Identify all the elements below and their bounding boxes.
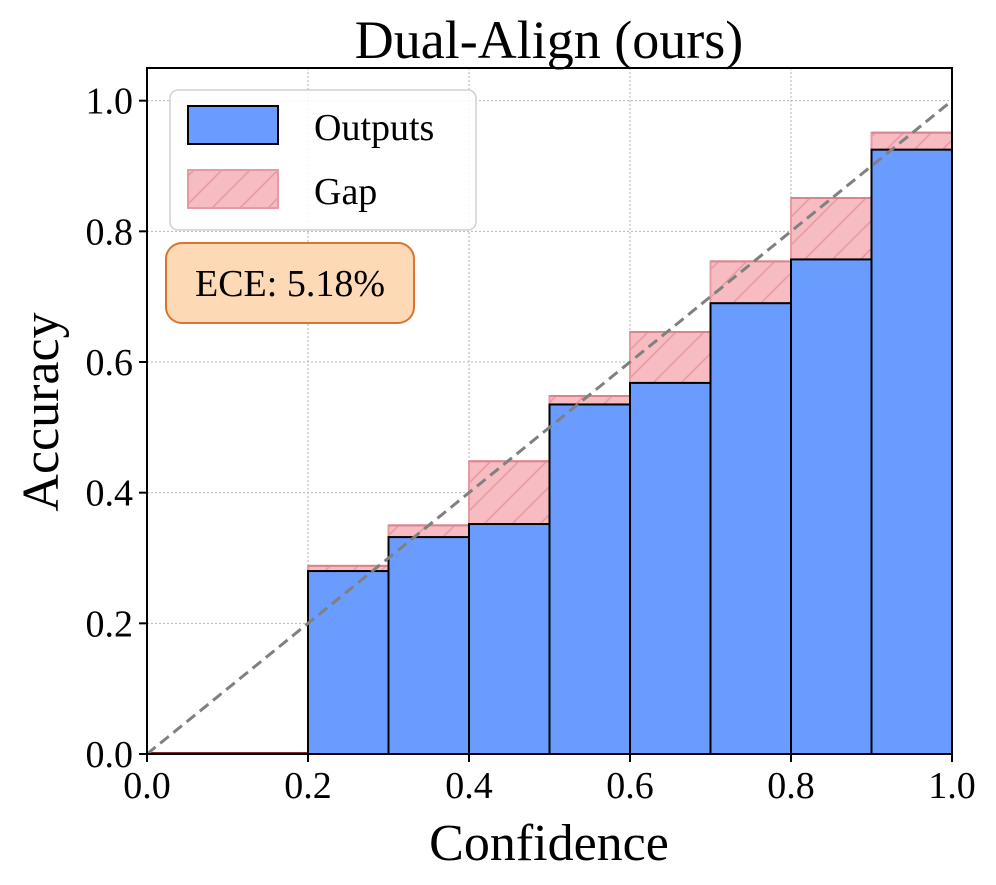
output-bar bbox=[548, 403, 631, 755]
y-axis-label: Accuracy bbox=[13, 312, 70, 511]
legend-gap-swatch bbox=[187, 169, 279, 209]
output-bar bbox=[790, 258, 873, 755]
output-bar bbox=[870, 148, 953, 755]
x-tick-label: 0.8 bbox=[767, 765, 815, 807]
y-ticks: 0.0 0.2 0.4 0.6 0.8 1.0 bbox=[86, 81, 147, 776]
output-bar bbox=[629, 381, 712, 755]
x-tick-label: 0.6 bbox=[606, 765, 654, 807]
x-tick-label: 0.4 bbox=[445, 765, 493, 807]
gap-bar bbox=[709, 260, 792, 305]
y-tick-label: 0.2 bbox=[86, 603, 134, 645]
y-tick-label: 0.4 bbox=[86, 473, 134, 515]
output-bars bbox=[147, 148, 953, 755]
plot-frame bbox=[146, 67, 953, 755]
output-bar bbox=[709, 302, 792, 755]
output-bar bbox=[468, 523, 551, 755]
output-bar bbox=[307, 570, 390, 755]
y-tick-label: 1.0 bbox=[86, 81, 134, 123]
gap-bar bbox=[629, 330, 712, 384]
gap-bar bbox=[870, 131, 953, 151]
perfect-calibration-line bbox=[146, 99, 953, 756]
gap-bar bbox=[790, 197, 873, 261]
gap-bar bbox=[548, 394, 631, 406]
x-tick-label: 1.0 bbox=[928, 765, 976, 807]
legend: Outputs Gap bbox=[169, 89, 477, 231]
x-ticks: 0.0 0.2 0.4 0.6 0.8 1.0 bbox=[123, 754, 976, 807]
x-axis-label: Confidence bbox=[429, 815, 669, 872]
y-tick-label: 0.6 bbox=[86, 342, 134, 384]
x-tick-label: 0.2 bbox=[284, 765, 332, 807]
legend-outputs-label: Outputs bbox=[314, 107, 434, 149]
ece-box bbox=[165, 242, 415, 324]
y-tick-label: 0.0 bbox=[86, 734, 134, 776]
ece-text: ECE: 5.18% bbox=[195, 263, 385, 305]
output-bar bbox=[387, 536, 470, 755]
legend-gap-label: Gap bbox=[314, 171, 377, 213]
y-tick-label: 0.8 bbox=[86, 211, 134, 253]
chart-title: Dual-Align (ours) bbox=[355, 10, 743, 70]
gap-bar bbox=[468, 460, 551, 526]
x-tick-label: 0.0 bbox=[123, 765, 171, 807]
legend-outputs-swatch bbox=[187, 105, 279, 145]
ece-badge: ECE: 5.18% bbox=[165, 242, 415, 324]
